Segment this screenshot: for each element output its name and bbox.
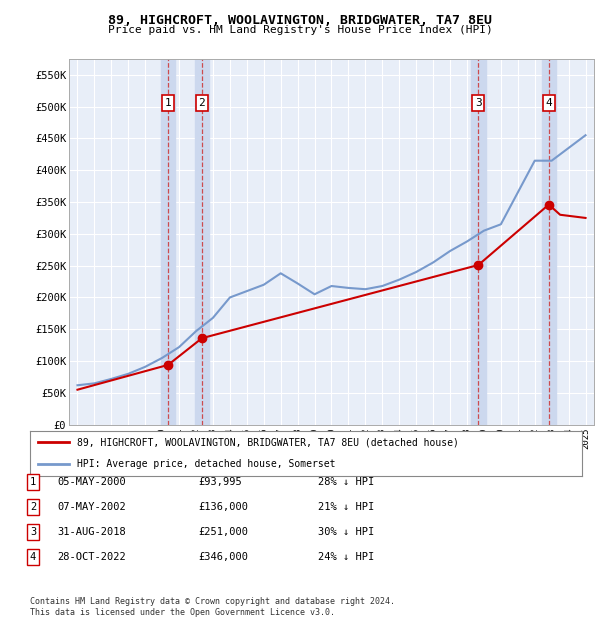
Bar	[161, 59, 175, 425]
Text: Contains HM Land Registry data © Crown copyright and database right 2024.
This d: Contains HM Land Registry data © Crown c…	[30, 598, 395, 617]
Text: 89, HIGHCROFT, WOOLAVINGTON, BRIDGWATER, TA7 8EU: 89, HIGHCROFT, WOOLAVINGTON, BRIDGWATER,…	[108, 14, 492, 27]
Text: 4: 4	[545, 98, 552, 108]
Text: HPI: Average price, detached house, Somerset: HPI: Average price, detached house, Some…	[77, 459, 335, 469]
Text: 24% ↓ HPI: 24% ↓ HPI	[318, 552, 374, 562]
Text: 21% ↓ HPI: 21% ↓ HPI	[318, 502, 374, 512]
Bar	[195, 59, 209, 425]
Text: 3: 3	[475, 98, 482, 108]
Text: 07-MAY-2002: 07-MAY-2002	[57, 502, 126, 512]
Bar	[471, 59, 485, 425]
Text: 28-OCT-2022: 28-OCT-2022	[57, 552, 126, 562]
Text: 1: 1	[164, 98, 172, 108]
Text: £251,000: £251,000	[198, 527, 248, 537]
Text: Price paid vs. HM Land Registry's House Price Index (HPI): Price paid vs. HM Land Registry's House …	[107, 25, 493, 35]
Bar	[542, 59, 556, 425]
Text: 05-MAY-2000: 05-MAY-2000	[57, 477, 126, 487]
Text: 2: 2	[199, 98, 205, 108]
Text: 3: 3	[30, 527, 36, 537]
Text: 30% ↓ HPI: 30% ↓ HPI	[318, 527, 374, 537]
Text: 28% ↓ HPI: 28% ↓ HPI	[318, 477, 374, 487]
Text: £93,995: £93,995	[198, 477, 242, 487]
Text: 4: 4	[30, 552, 36, 562]
Text: £136,000: £136,000	[198, 502, 248, 512]
Text: 89, HIGHCROFT, WOOLAVINGTON, BRIDGWATER, TA7 8EU (detached house): 89, HIGHCROFT, WOOLAVINGTON, BRIDGWATER,…	[77, 437, 459, 447]
Text: £346,000: £346,000	[198, 552, 248, 562]
Text: 2: 2	[30, 502, 36, 512]
Text: 1: 1	[30, 477, 36, 487]
Text: 31-AUG-2018: 31-AUG-2018	[57, 527, 126, 537]
